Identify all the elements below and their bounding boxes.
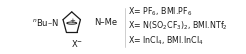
Text: $^{n}$Bu–N: $^{n}$Bu–N xyxy=(32,17,59,28)
Text: +: + xyxy=(69,18,75,24)
Text: N–Me: N–Me xyxy=(95,18,118,27)
Text: X= InCl$_{4}$, BMI.InCl$_{4}$: X= InCl$_{4}$, BMI.InCl$_{4}$ xyxy=(128,34,204,47)
Text: X$^{-}$: X$^{-}$ xyxy=(71,38,83,49)
Text: X= PF$_{6}$, BMI.PF$_{6}$: X= PF$_{6}$, BMI.PF$_{6}$ xyxy=(128,6,192,18)
Text: X= N(SO$_{2}$CF$_{3}$)$_{2}$, BMI.NTf$_{2}$: X= N(SO$_{2}$CF$_{3}$)$_{2}$, BMI.NTf$_{… xyxy=(128,20,228,32)
